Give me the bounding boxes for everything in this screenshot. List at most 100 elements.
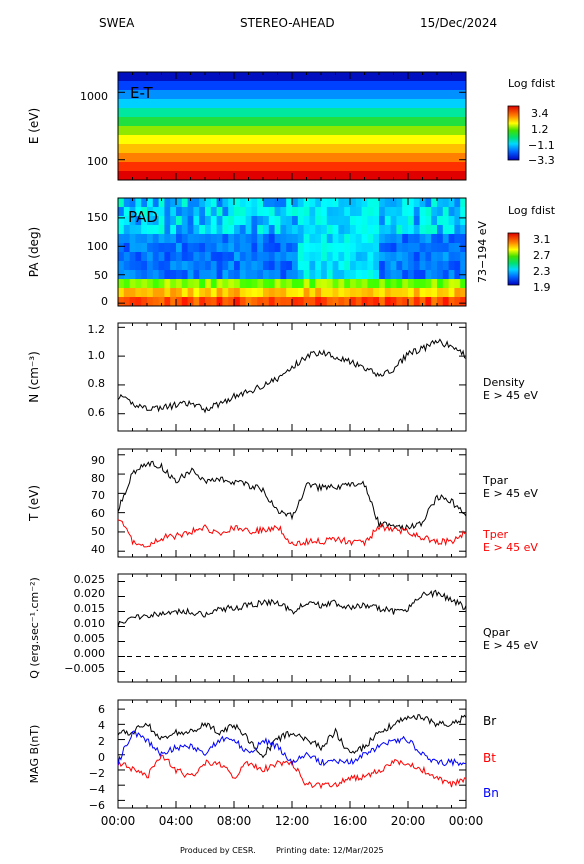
pad-cell — [297, 243, 304, 253]
pad-cell — [274, 243, 281, 253]
pad-cell — [187, 198, 194, 208]
pad-cell — [431, 198, 438, 208]
pad-cell — [402, 261, 409, 271]
pad-cell — [152, 261, 159, 271]
pad-cell — [361, 261, 368, 271]
pad-cell — [123, 270, 130, 280]
pad-cell — [425, 198, 432, 208]
pad-cell — [129, 261, 136, 271]
density-lines — [117, 338, 467, 414]
pad-cell — [181, 198, 188, 208]
pad-colorbar-tick-0: 3.1 — [533, 233, 551, 246]
pad-cell — [321, 234, 328, 244]
qpar-ytick-label-0.010: 0.010 — [74, 617, 106, 630]
pad-cell — [321, 225, 328, 235]
pad-cell — [152, 234, 159, 244]
pad-cell — [141, 207, 148, 217]
pad-cell — [442, 252, 449, 262]
pad-cell — [152, 297, 159, 307]
pad-cell — [152, 225, 159, 235]
pad-cell — [460, 279, 467, 289]
pad-cell — [176, 234, 183, 244]
pad-cell — [274, 225, 281, 235]
pad-cell — [205, 279, 212, 289]
pad-cell — [280, 261, 287, 271]
pad-cell — [454, 279, 461, 289]
pad-cell — [193, 297, 200, 307]
pad-cell — [210, 207, 217, 217]
pad-cell — [431, 207, 438, 217]
pad-cell — [129, 207, 136, 217]
qpar-ytick-label-0.015: 0.015 — [74, 602, 106, 615]
pad-cell — [118, 288, 125, 298]
pad-cell — [350, 279, 357, 289]
mag-ylabel: MAG B(nT) — [28, 725, 41, 784]
pad-cell — [355, 216, 362, 226]
pad-cell — [396, 297, 403, 307]
pad-cell — [390, 297, 397, 307]
pad-cell — [425, 225, 432, 235]
pad-cell — [309, 261, 316, 271]
pad-cell — [181, 297, 188, 307]
series-line-density — [117, 338, 467, 414]
pad-cell — [297, 252, 304, 262]
pad-cell — [315, 216, 322, 226]
pad-cell — [384, 225, 391, 235]
pad-cell — [448, 252, 455, 262]
pad-cell — [448, 198, 455, 208]
pad-cell — [245, 225, 252, 235]
pad-cell — [147, 288, 154, 298]
pad-cell — [251, 243, 258, 253]
et-ylabel: E (eV) — [27, 108, 41, 144]
pad-cell — [332, 270, 339, 280]
pad-cell — [297, 279, 304, 289]
pad-cell — [251, 288, 258, 298]
qpar-ticks — [117, 574, 467, 682]
pad-cell — [321, 261, 328, 271]
mag-panel: 6 4 2 0 −2 −4 −6 MAG B(nT) Br Bt Bn 00:0… — [28, 699, 499, 828]
pad-cell — [396, 270, 403, 280]
pad-cell — [379, 243, 386, 253]
pad-cell — [303, 288, 310, 298]
pad-cell — [344, 207, 351, 217]
pad-cell — [338, 243, 345, 253]
pad-cell — [442, 243, 449, 253]
pad-cell — [187, 261, 194, 271]
pad-cell — [379, 252, 386, 262]
pad-cell — [251, 261, 258, 271]
pad-cell — [170, 261, 177, 271]
pad-cell — [326, 279, 333, 289]
density-frame — [117, 322, 467, 432]
pad-cell — [402, 270, 409, 280]
pad-cell — [384, 207, 391, 217]
pad-cell — [129, 288, 136, 298]
temperature-ytick-label-50: 50 — [91, 525, 105, 538]
pad-cell — [431, 252, 438, 262]
et-colorbar-tick-2: −1.1 — [528, 139, 555, 152]
pad-cell — [222, 234, 229, 244]
pad-cell — [135, 261, 142, 271]
et-colorbar-tick-1: 1.2 — [531, 123, 549, 136]
pad-cell — [425, 234, 432, 244]
pad-cell — [338, 297, 345, 307]
pad-cell — [326, 216, 333, 226]
pad-cell — [164, 261, 171, 271]
pad-cell — [147, 279, 154, 289]
pad-cell — [408, 261, 415, 271]
pad-cell — [222, 207, 229, 217]
pad-cell — [170, 297, 177, 307]
pad-cell — [355, 297, 362, 307]
pad-cell — [228, 234, 235, 244]
pad-cell — [309, 225, 316, 235]
pad-cell — [141, 288, 148, 298]
pad-cell — [228, 216, 235, 226]
pad-cell — [164, 216, 171, 226]
pad-cell — [396, 234, 403, 244]
pad-cell — [448, 225, 455, 235]
pad-cell — [228, 198, 235, 208]
et-band — [118, 153, 466, 163]
pad-cell — [390, 279, 397, 289]
pad-cell — [292, 261, 299, 271]
pad-cell — [239, 198, 246, 208]
pad-cell — [344, 279, 351, 289]
